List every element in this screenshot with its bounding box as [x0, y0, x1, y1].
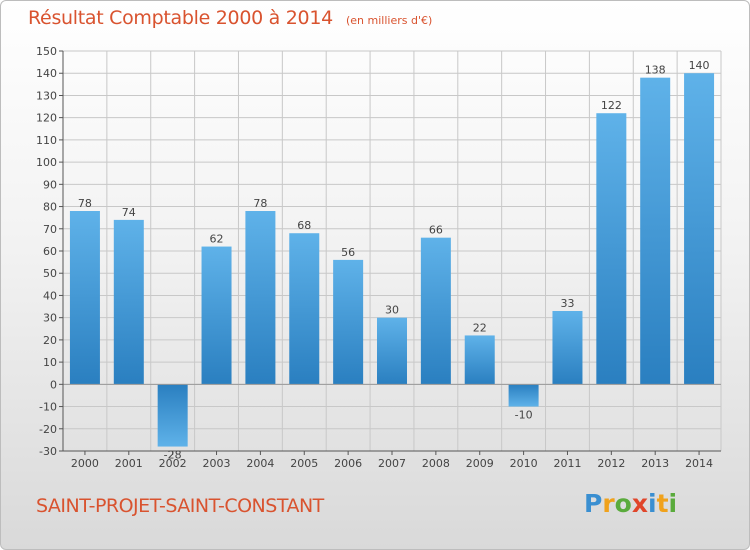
data-label-2009: 22 [473, 321, 487, 334]
logo-letter: x [631, 489, 648, 518]
data-label-2003: 62 [210, 233, 224, 246]
y-tick-label: 20 [43, 334, 57, 347]
logo-letter: i [668, 489, 678, 518]
proxiti-logo: Proxiti [584, 489, 677, 518]
y-tick-label: 120 [36, 112, 57, 125]
y-tick-label: -20 [39, 423, 57, 436]
chart-subtitle: (en milliers d'€) [345, 14, 433, 27]
bar-2001 [113, 219, 144, 385]
bar-2004 [245, 211, 276, 385]
bar-2003 [201, 246, 232, 385]
data-label-2005: 68 [297, 219, 311, 232]
bar-2014 [684, 73, 715, 385]
logo-letter: P [584, 489, 603, 518]
logo-letter: t [656, 489, 669, 518]
y-tick-label: 40 [43, 289, 57, 302]
chart-title: Résultat Comptable 2000 à 2014 [28, 7, 333, 29]
data-label-2000: 78 [78, 197, 92, 210]
logo-letter: i [648, 489, 657, 518]
y-tick-label: 110 [36, 134, 57, 147]
y-tick-label: 10 [43, 356, 57, 369]
data-label-2013: 138 [645, 64, 666, 77]
x-tick-label: 2006 [334, 457, 362, 470]
y-tick-label: -30 [39, 445, 57, 458]
data-label-2010: -10 [515, 409, 533, 422]
logo-letter: r [602, 489, 615, 518]
y-tick-label: 60 [43, 245, 57, 258]
commune-name: SAINT-PROJET-SAINT-CONSTANT [36, 495, 324, 517]
x-tick-label: 2012 [597, 457, 625, 470]
y-tick-label: 0 [50, 378, 57, 391]
bar-2002 [157, 384, 188, 447]
data-labels: 78 74 -28 62 78 68 56 30 66 22 -10 33 122 138 140 [78, 59, 710, 461]
x-tick-label: 2002 [159, 457, 187, 470]
bar-2006 [333, 259, 364, 385]
data-label-2001: 74 [122, 206, 136, 219]
y-tick-label: 70 [43, 223, 57, 236]
data-label-2007: 30 [385, 304, 399, 317]
x-tick-label: 2004 [246, 457, 274, 470]
data-label-2006: 56 [341, 246, 355, 259]
data-label-2002: -28 [164, 449, 182, 462]
x-tick-label: 2000 [71, 457, 99, 470]
y-tick-label: 30 [43, 312, 57, 325]
bar-2010 [508, 384, 539, 407]
x-tick-label: 2001 [115, 457, 143, 470]
axes: -30 -20 -10 0 10 20 30 40 50 60 70 80 90 100 110 120 130… [36, 45, 721, 470]
y-tick-label: 90 [43, 178, 57, 191]
x-tick-label: 2014 [685, 457, 713, 470]
data-label-2011: 33 [560, 297, 574, 310]
x-tick-label: 2009 [466, 457, 494, 470]
data-label-2008: 66 [429, 224, 443, 237]
bar-2009 [464, 335, 495, 385]
bar-2007 [377, 317, 407, 385]
y-tick-label: 100 [36, 156, 57, 169]
bar-2008 [420, 237, 451, 385]
x-tick-label: 2003 [203, 457, 231, 470]
y-tick-label: 80 [43, 201, 57, 214]
x-tick-label: 2007 [378, 457, 406, 470]
y-tick-label: 50 [43, 267, 57, 280]
x-tick-label: 2010 [510, 457, 538, 470]
y-tick-label: 150 [36, 45, 57, 58]
bars [69, 73, 715, 447]
data-label-2004: 78 [253, 197, 267, 210]
x-tick-label: 2013 [641, 457, 669, 470]
bar-2005 [289, 233, 320, 385]
bar-2011 [552, 311, 583, 385]
bar-2013 [640, 77, 671, 385]
data-label-2012: 122 [601, 99, 622, 112]
x-tick-label: 2008 [422, 457, 450, 470]
x-tick-label: 2011 [553, 457, 581, 470]
bar-2012 [596, 113, 627, 385]
x-tick-label: 2005 [290, 457, 318, 470]
data-label-2014: 140 [689, 59, 710, 72]
bar-2000 [69, 211, 100, 385]
logo-letter: o [614, 489, 632, 518]
chart-title-block: Résultat Comptable 2000 à 2014 (en milli… [28, 7, 432, 29]
y-tick-label: -10 [39, 401, 57, 414]
y-tick-label: 130 [36, 89, 57, 102]
y-tick-label: 140 [36, 67, 57, 80]
